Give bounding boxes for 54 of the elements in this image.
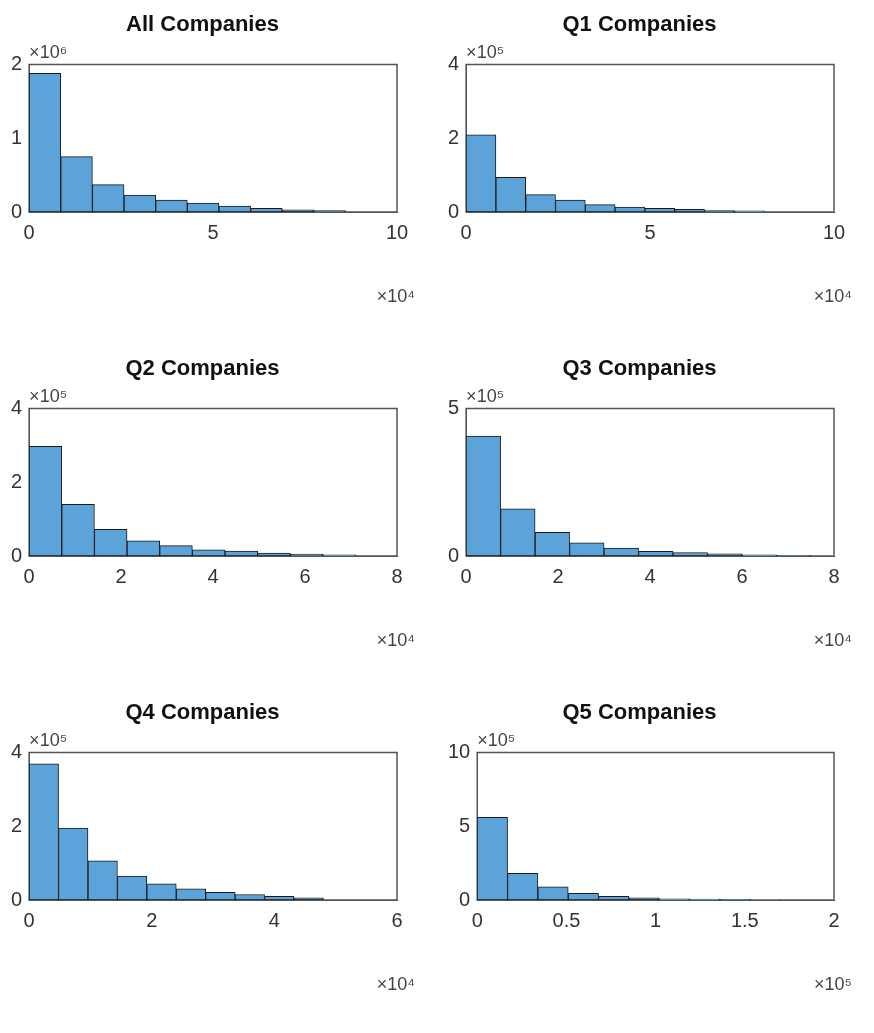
x-tick-label: 0.5 (552, 908, 581, 931)
y-tick-label: 10 (448, 739, 471, 762)
chart-title: Q5 Companies (562, 699, 717, 725)
text: ×10⁵ (814, 973, 852, 994)
x-tick-label: 10 (822, 220, 846, 243)
y-tick-label: 4 (11, 395, 23, 418)
y-tick-label: 2 (448, 125, 460, 148)
y-tick-label: 5 (459, 813, 471, 836)
y-tick-label: 0 (11, 543, 23, 566)
chart-title: Q3 Companies (562, 355, 717, 381)
text: ×10⁴ (376, 629, 415, 650)
x-tick-label: 2 (115, 564, 127, 587)
text: ×10⁴ (813, 629, 852, 650)
text: ×10⁵ (466, 386, 505, 407)
x-tick-label: 10 (385, 220, 409, 243)
text: ×10⁶ (29, 42, 68, 63)
x-tick-label: 5 (207, 220, 219, 243)
x-tick-label: 8 (391, 564, 403, 587)
x-tick-label: 4 (207, 564, 219, 587)
x-tick-label: 4 (644, 564, 656, 587)
y-tick-label: 0 (11, 887, 23, 910)
y-tick-label: 0 (448, 199, 460, 222)
y-tick-label: 2 (11, 813, 23, 836)
chart-title: Q2 Companies (125, 355, 280, 381)
y-tick-label: 0 (11, 199, 23, 222)
text: ×10⁴ (376, 285, 415, 306)
x-tick-label: 2 (552, 564, 564, 587)
x-tick-label: 6 (391, 908, 403, 931)
x-tick-label: 6 (299, 564, 311, 587)
y-tick-label: 2 (11, 469, 23, 492)
x-tick-label: 5 (644, 220, 656, 243)
y-tick-label: 1 (11, 125, 23, 148)
x-tick-label: 1 (650, 908, 662, 931)
text: ×10⁴ (813, 285, 852, 306)
text: ×10⁵ (477, 730, 516, 751)
x-tick-label: 6 (736, 564, 748, 587)
text: ×10⁵ (466, 42, 505, 63)
x-tick-label: 8 (828, 564, 840, 587)
chart-title: All Companies (126, 11, 279, 37)
y-tick-label: 0 (459, 887, 471, 910)
x-tick-label: 4 (268, 908, 280, 931)
x-tick-label: 2 (146, 908, 158, 931)
text: ×10⁵ (29, 730, 68, 751)
chart-title: Q4 Companies (125, 699, 280, 725)
x-tick-label: 1.5 (730, 908, 759, 931)
y-tick-label: 2 (11, 51, 23, 74)
y-tick-label: 0 (448, 543, 460, 566)
y-tick-label: 5 (448, 395, 460, 418)
y-tick-label: 4 (11, 739, 23, 762)
y-tick-label: 4 (448, 51, 460, 74)
x-tick-label: 2 (828, 908, 840, 931)
text: ×10⁴ (376, 973, 415, 994)
chart-title: Q1 Companies (562, 11, 717, 37)
text: ×10⁵ (29, 386, 68, 407)
